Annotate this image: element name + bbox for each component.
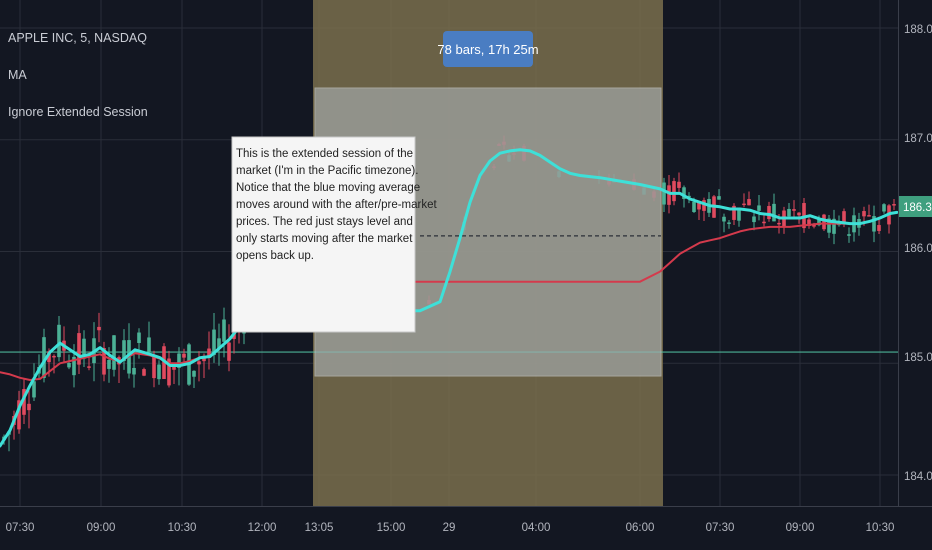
candle	[82, 330, 86, 367]
symbol-title[interactable]: APPLE INC, 5, NASDAQ	[8, 31, 147, 45]
measure-label-text: 78 bars, 17h 25m	[437, 42, 538, 57]
annotation-text: This is the extended session of the mark…	[236, 148, 440, 262]
candle	[207, 331, 211, 370]
candle	[867, 204, 871, 217]
indicator-ignore-extended-label[interactable]: Ignore Extended Session	[8, 105, 148, 119]
time-tick-label: 07:30	[706, 522, 735, 534]
candle	[737, 208, 741, 227]
candle	[827, 215, 831, 239]
candle	[52, 354, 56, 374]
time-tick-label: 13:05	[305, 522, 334, 534]
candle	[697, 201, 701, 220]
candle	[872, 205, 876, 243]
measure-label-badge	[443, 31, 533, 67]
candle	[77, 324, 81, 374]
candle	[822, 213, 826, 231]
candle	[122, 329, 126, 370]
candle	[792, 200, 796, 219]
candle	[727, 220, 731, 229]
annotation-box[interactable]	[231, 136, 416, 333]
time-tick-label: 07:30	[6, 522, 35, 534]
candle	[702, 197, 706, 222]
candle	[172, 366, 176, 384]
price-tick-label: 186.00	[904, 243, 932, 255]
candle	[42, 328, 46, 383]
candle	[847, 227, 851, 243]
candle	[677, 172, 681, 193]
price-tick-label: 188.00	[904, 24, 932, 36]
candle	[197, 351, 201, 382]
candle	[717, 189, 721, 200]
candle	[192, 370, 196, 388]
annotation-line: market (I'm in the Pacific timezone).	[236, 165, 418, 177]
candle	[217, 323, 221, 366]
time-tick-label: 09:00	[786, 522, 815, 534]
candle	[102, 341, 106, 382]
candle	[767, 201, 771, 222]
candle	[57, 315, 61, 362]
candle	[672, 177, 676, 206]
candle	[732, 203, 736, 226]
annotation-line: only starts moving after the market	[236, 233, 413, 245]
candle	[892, 198, 896, 210]
time-tick-label: 06:00	[626, 522, 655, 534]
candle	[742, 193, 746, 208]
time-tick-label: 15:00	[377, 522, 406, 534]
candle	[757, 195, 761, 221]
candle	[157, 360, 161, 385]
time-tick-label: 10:30	[866, 522, 895, 534]
candle	[222, 307, 226, 358]
time-tick-label: 04:00	[522, 522, 551, 534]
annotation-line: prices. The red just stays level and	[236, 216, 413, 228]
candle	[807, 215, 811, 229]
candle	[747, 191, 751, 206]
candle	[32, 363, 36, 401]
annotation-line: opens back up.	[236, 250, 314, 262]
time-tick-label: 10:30	[168, 522, 197, 534]
candle	[132, 354, 136, 388]
candle	[167, 350, 171, 388]
price-tick-label: 187.00	[904, 133, 932, 145]
moving-average-lines	[0, 148, 899, 448]
candle	[17, 390, 21, 434]
price-axis[interactable]: 188.00 187.00 186.00 185.00 184.00	[904, 24, 932, 483]
candle	[147, 321, 151, 355]
annotation-line: moves around with the after/pre-market	[236, 199, 438, 211]
candle	[97, 312, 101, 343]
candle	[227, 324, 231, 372]
time-tick-label: 09:00	[87, 522, 116, 534]
candle	[762, 214, 766, 227]
last-price-label: 186.38	[903, 202, 932, 214]
ma-line	[0, 148, 899, 448]
candle	[662, 177, 666, 213]
time-axis[interactable]: 07:30 09:00 10:30 12:00 13:05 15:00 29 0…	[6, 522, 895, 534]
indicator-ma-label[interactable]: MA	[8, 68, 27, 82]
time-tick-label: 12:00	[248, 522, 277, 534]
candle	[832, 209, 836, 245]
candle	[27, 386, 31, 429]
last-price-badge	[899, 196, 932, 217]
candle	[882, 203, 886, 214]
candle	[752, 211, 756, 231]
candle	[142, 367, 146, 377]
annotation-line: Notice that the blue moving average	[236, 182, 420, 194]
candle	[722, 213, 726, 233]
candle	[112, 335, 116, 377]
ignore-extended-ma-line	[0, 211, 898, 381]
price-tick-label: 184.00	[904, 471, 932, 483]
price-tick-label: 185.00	[904, 352, 932, 364]
candle	[22, 378, 26, 424]
time-tick-label: 29	[443, 522, 456, 534]
annotation-line: This is the extended session of the	[236, 148, 413, 160]
